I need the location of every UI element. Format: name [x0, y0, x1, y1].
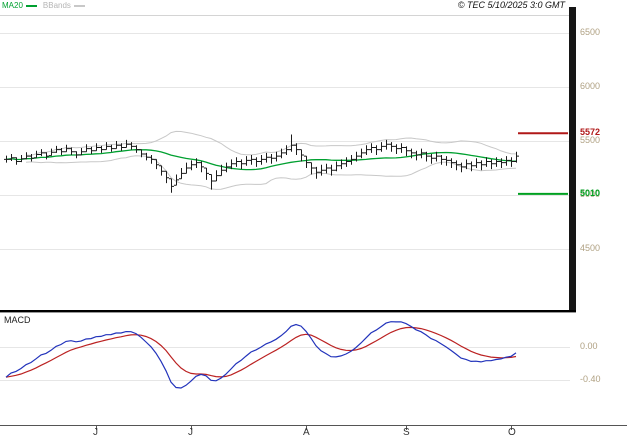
legend-item-ma20[interactable]: MA20	[2, 1, 37, 10]
macd-line	[5, 321, 517, 389]
bbands-legend-label: BBands	[42, 1, 71, 10]
bollinger-lower-band	[25, 155, 517, 190]
price-bars	[4, 134, 519, 193]
panel-separator	[0, 310, 576, 313]
copyright-notice: © TEC 5/10/2025 3:0 GMT	[457, 0, 565, 10]
bollinger-upper-band	[25, 130, 517, 156]
ma20-legend-label: MA20	[2, 1, 23, 10]
ma20-line-swatch-icon	[25, 4, 37, 7]
legend-item-bbands[interactable]: BBands	[43, 1, 85, 10]
bbands-line-swatch-icon	[73, 4, 85, 7]
ma20-line	[5, 149, 517, 171]
macd-panel-title: MACD	[4, 315, 31, 325]
macd-signal-line	[5, 326, 517, 378]
price-axis-scrollbar[interactable]	[569, 7, 576, 310]
legend: MA20 BBands	[2, 1, 85, 10]
